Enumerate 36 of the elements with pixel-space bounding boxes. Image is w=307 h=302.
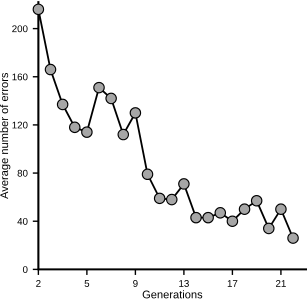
y-tick-label: 40 — [17, 218, 28, 225]
point — [287, 232, 299, 244]
point — [44, 64, 56, 76]
y-tick-label: 0 — [22, 266, 28, 274]
point — [32, 4, 44, 16]
point — [226, 215, 238, 227]
y-axis-title: Average number of errors — [0, 72, 10, 199]
point — [263, 222, 275, 234]
y-tick-label: 200 — [12, 25, 28, 32]
x-axis-title: Generations — [142, 290, 202, 298]
point — [81, 126, 93, 138]
y-tick-label: 80 — [18, 170, 28, 177]
point — [275, 203, 287, 215]
point — [68, 122, 81, 134]
point — [142, 168, 154, 180]
x-tick-label: 2 — [36, 280, 41, 287]
point — [214, 207, 226, 219]
x-tick-label: 17 — [228, 280, 238, 287]
point — [202, 212, 214, 224]
point — [166, 194, 178, 206]
point — [238, 203, 250, 215]
point — [130, 107, 142, 119]
point — [118, 128, 130, 140]
x-tick-label: 5 — [84, 280, 90, 287]
x-tick-label: 9 — [133, 280, 138, 287]
point — [178, 178, 190, 190]
x-tick-label: 13 — [179, 280, 189, 287]
point — [93, 82, 105, 94]
point — [250, 195, 262, 207]
y-tick-label: 120 — [12, 122, 28, 129]
x-tick-label: 21 — [276, 280, 286, 287]
y-tick-label: 160 — [12, 73, 28, 80]
point — [56, 98, 68, 110]
point — [105, 92, 117, 104]
point — [190, 212, 202, 224]
point — [154, 192, 166, 204]
